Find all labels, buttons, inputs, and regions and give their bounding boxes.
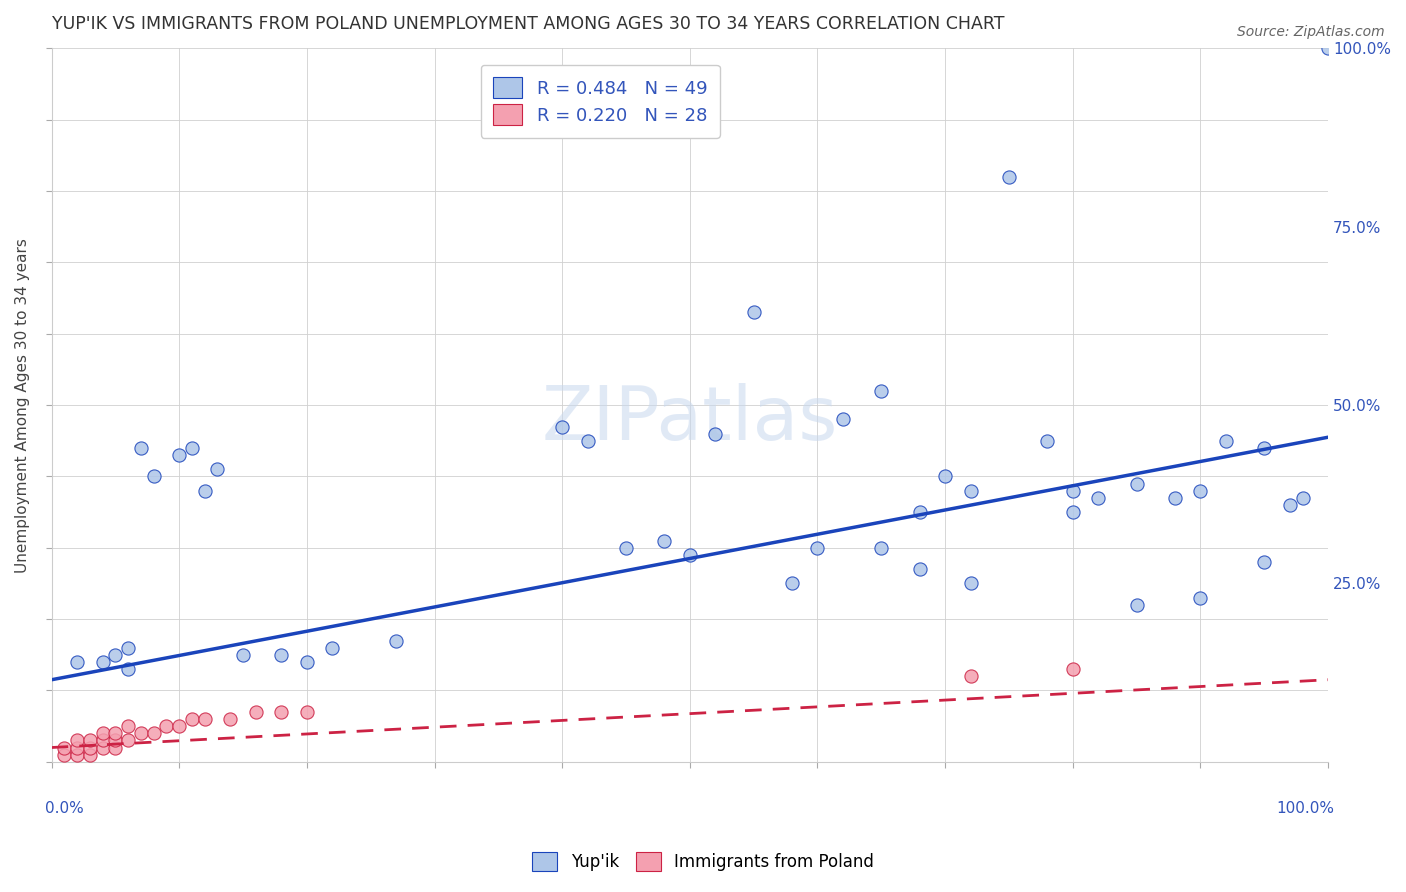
- Point: [91, 655, 114, 669]
- Point: [1087, 491, 1109, 505]
- Point: [142, 469, 165, 483]
- Point: [194, 712, 217, 726]
- Point: [66, 655, 89, 669]
- Point: [129, 441, 152, 455]
- Point: [167, 719, 190, 733]
- Point: [181, 441, 204, 455]
- Point: [104, 740, 127, 755]
- Point: [181, 712, 204, 726]
- Point: [551, 419, 574, 434]
- Point: [1036, 434, 1059, 448]
- Point: [117, 662, 139, 676]
- Point: [167, 448, 190, 462]
- Point: [870, 541, 893, 555]
- Point: [79, 740, 101, 755]
- Point: [679, 548, 702, 562]
- Point: [232, 648, 254, 662]
- Point: [1317, 41, 1340, 55]
- Point: [576, 434, 599, 448]
- Text: 100.0%: 100.0%: [1277, 801, 1334, 816]
- Text: Source: ZipAtlas.com: Source: ZipAtlas.com: [1237, 25, 1385, 39]
- Point: [832, 412, 855, 426]
- Point: [908, 562, 931, 576]
- Point: [91, 733, 114, 747]
- Point: [219, 712, 242, 726]
- Point: [1189, 591, 1212, 605]
- Point: [1189, 483, 1212, 498]
- Point: [129, 726, 152, 740]
- Text: ZIPatlas: ZIPatlas: [541, 383, 838, 456]
- Point: [117, 719, 139, 733]
- Point: [1062, 483, 1084, 498]
- Point: [79, 747, 101, 762]
- Point: [270, 648, 292, 662]
- Point: [270, 705, 292, 719]
- Point: [91, 726, 114, 740]
- Point: [321, 640, 343, 655]
- Point: [1215, 434, 1237, 448]
- Point: [53, 747, 76, 762]
- Point: [908, 505, 931, 519]
- Point: [998, 169, 1021, 184]
- Legend: Yup'ik, Immigrants from Poland: Yup'ik, Immigrants from Poland: [524, 843, 882, 880]
- Point: [614, 541, 637, 555]
- Point: [780, 576, 803, 591]
- Point: [704, 426, 727, 441]
- Point: [117, 733, 139, 747]
- Point: [652, 533, 675, 548]
- Point: [66, 733, 89, 747]
- Point: [959, 669, 981, 683]
- Point: [1125, 476, 1147, 491]
- Point: [207, 462, 229, 476]
- Point: [1291, 491, 1313, 505]
- Point: [1062, 505, 1084, 519]
- Point: [245, 705, 267, 719]
- Point: [104, 733, 127, 747]
- Point: [142, 726, 165, 740]
- Point: [870, 384, 893, 398]
- Point: [1125, 598, 1147, 612]
- Point: [1164, 491, 1187, 505]
- Point: [104, 726, 127, 740]
- Point: [742, 305, 765, 319]
- Point: [295, 705, 318, 719]
- Point: [194, 483, 217, 498]
- Y-axis label: Unemployment Among Ages 30 to 34 years: Unemployment Among Ages 30 to 34 years: [15, 237, 30, 573]
- Point: [1062, 662, 1084, 676]
- Point: [117, 640, 139, 655]
- Point: [79, 733, 101, 747]
- Text: YUP'IK VS IMMIGRANTS FROM POLAND UNEMPLOYMENT AMONG AGES 30 TO 34 YEARS CORRELAT: YUP'IK VS IMMIGRANTS FROM POLAND UNEMPLO…: [52, 15, 1004, 33]
- Point: [934, 469, 956, 483]
- Point: [91, 740, 114, 755]
- Point: [385, 633, 408, 648]
- Point: [66, 740, 89, 755]
- Text: 0.0%: 0.0%: [45, 801, 84, 816]
- Point: [1278, 498, 1301, 512]
- Point: [1253, 555, 1275, 569]
- Point: [806, 541, 828, 555]
- Point: [1253, 441, 1275, 455]
- Point: [104, 648, 127, 662]
- Point: [959, 576, 981, 591]
- Point: [295, 655, 318, 669]
- Point: [66, 747, 89, 762]
- Point: [155, 719, 177, 733]
- Point: [53, 740, 76, 755]
- Point: [959, 483, 981, 498]
- Legend: R = 0.484   N = 49, R = 0.220   N = 28: R = 0.484 N = 49, R = 0.220 N = 28: [481, 64, 720, 138]
